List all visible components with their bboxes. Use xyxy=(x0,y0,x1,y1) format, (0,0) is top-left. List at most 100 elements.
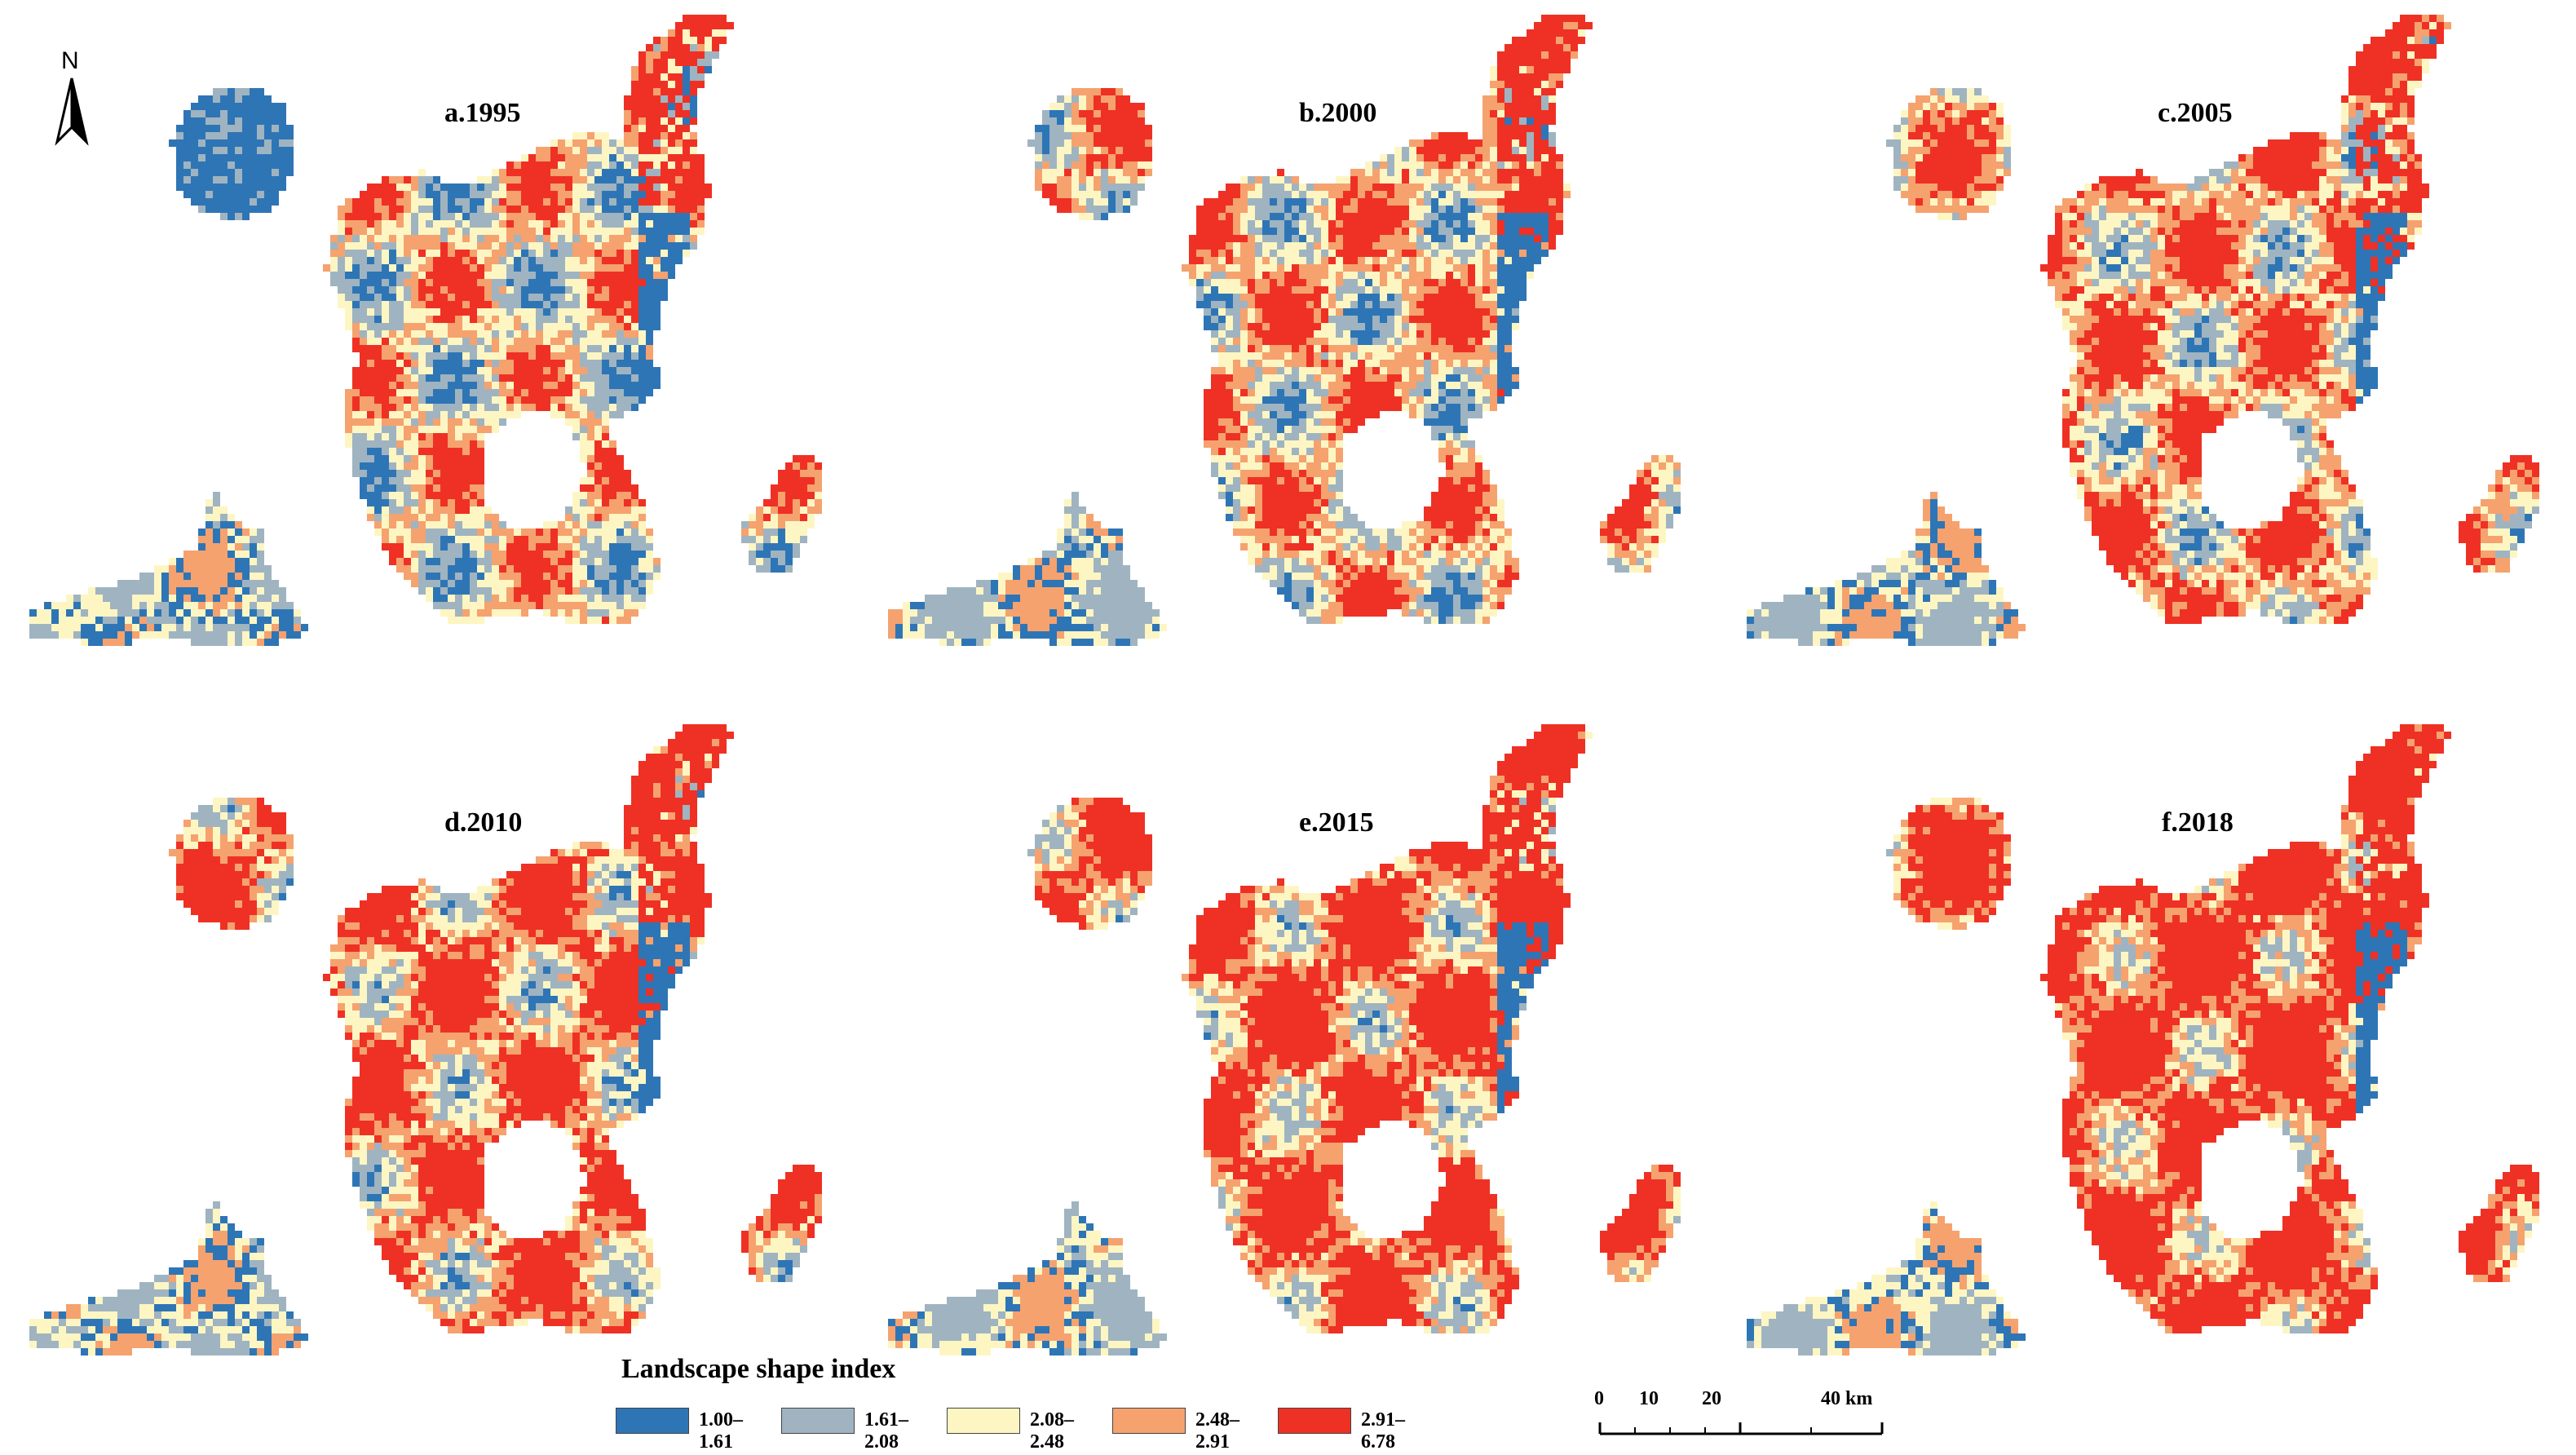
raster-cell xyxy=(1101,184,1108,191)
raster-cell xyxy=(558,161,565,169)
raster-cell xyxy=(250,88,257,95)
raster-cell xyxy=(514,580,521,587)
raster-cell xyxy=(382,499,389,506)
raster-cell xyxy=(228,176,235,184)
raster-cell xyxy=(565,323,572,330)
raster-cell xyxy=(426,184,433,191)
raster-cell xyxy=(213,514,220,521)
raster-cell xyxy=(631,492,638,499)
raster-cell xyxy=(1086,154,1094,161)
raster-cell xyxy=(477,470,484,477)
raster-cell xyxy=(228,184,235,191)
raster-cell xyxy=(448,587,455,595)
raster-cell xyxy=(462,418,470,426)
raster-cell xyxy=(631,396,638,404)
raster-cell xyxy=(690,110,697,117)
raster-cell xyxy=(1189,279,1196,286)
raster-cell xyxy=(1416,139,1424,147)
raster-cell xyxy=(191,624,198,631)
raster-cell xyxy=(477,506,484,514)
raster-cell xyxy=(594,294,602,301)
raster-cell xyxy=(205,595,213,602)
raster-cell xyxy=(506,543,514,551)
raster-cell xyxy=(646,389,653,396)
raster-cell xyxy=(389,191,396,198)
raster-cell xyxy=(1138,169,1145,176)
raster-cell xyxy=(418,286,426,294)
raster-cell xyxy=(1042,117,1049,125)
raster-cell xyxy=(352,316,360,323)
raster-cell xyxy=(389,448,396,455)
raster-cell xyxy=(1071,147,1079,154)
raster-cell xyxy=(374,235,382,242)
raster-cell xyxy=(1438,220,1446,228)
raster-cell xyxy=(264,624,272,631)
raster-cell xyxy=(771,536,778,543)
raster-cell xyxy=(1094,132,1101,139)
raster-cell xyxy=(198,543,205,551)
raster-cell xyxy=(675,29,683,37)
raster-cell xyxy=(1255,220,1262,228)
raster-cell xyxy=(205,609,213,617)
raster-cell xyxy=(1233,198,1240,206)
raster-cell xyxy=(616,551,624,558)
raster-cell xyxy=(1387,213,1394,220)
raster-cell xyxy=(793,506,800,514)
raster-cell xyxy=(477,558,484,565)
raster-cell xyxy=(675,154,683,161)
raster-cell xyxy=(183,573,191,580)
raster-cell xyxy=(426,573,433,580)
raster-cell xyxy=(1460,176,1468,184)
raster-cell xyxy=(1277,235,1284,242)
raster-cell xyxy=(668,88,675,95)
raster-cell xyxy=(1505,352,1512,360)
raster-cell xyxy=(1402,213,1409,220)
raster-cell xyxy=(228,639,235,646)
raster-cell xyxy=(352,323,360,330)
raster-cell xyxy=(499,198,506,206)
raster-cell xyxy=(1387,301,1394,308)
raster-cell xyxy=(404,242,411,250)
raster-cell xyxy=(609,264,616,272)
raster-cell xyxy=(756,521,763,528)
raster-cell xyxy=(602,360,609,367)
raster-cell xyxy=(1409,301,1416,308)
raster-cell xyxy=(609,565,616,573)
raster-cell xyxy=(668,117,675,125)
raster-cell xyxy=(440,528,448,536)
raster-cell xyxy=(1505,206,1512,213)
raster-cell xyxy=(411,506,418,514)
raster-cell xyxy=(609,499,616,506)
raster-cell xyxy=(1527,88,1534,95)
raster-cell xyxy=(514,161,521,169)
raster-cell xyxy=(183,558,191,565)
raster-cell xyxy=(1402,294,1409,301)
raster-cell xyxy=(205,169,213,176)
raster-cell xyxy=(1424,176,1431,184)
raster-cell xyxy=(1233,228,1240,235)
raster-cell xyxy=(550,184,558,191)
raster-cell xyxy=(51,602,59,609)
raster-cell xyxy=(1094,198,1101,206)
raster-cell xyxy=(594,382,602,389)
raster-cell xyxy=(367,228,374,235)
raster-cell xyxy=(499,257,506,264)
raster-cell xyxy=(198,176,205,184)
raster-cell xyxy=(418,308,426,316)
raster-cell xyxy=(1035,132,1042,139)
raster-cell xyxy=(1240,176,1248,184)
raster-cell xyxy=(1460,301,1468,308)
raster-cell xyxy=(110,624,117,631)
raster-cell xyxy=(242,206,250,213)
raster-cell xyxy=(587,404,594,411)
raster-cell xyxy=(477,250,484,257)
raster-cell xyxy=(382,367,389,374)
raster-cell xyxy=(558,536,565,543)
raster-cell xyxy=(1218,286,1226,294)
raster-cell xyxy=(771,565,778,573)
raster-cell xyxy=(279,169,286,176)
raster-cell xyxy=(1527,117,1534,125)
raster-cell xyxy=(1049,169,1057,176)
raster-cell xyxy=(367,294,374,301)
raster-cell xyxy=(565,536,572,543)
